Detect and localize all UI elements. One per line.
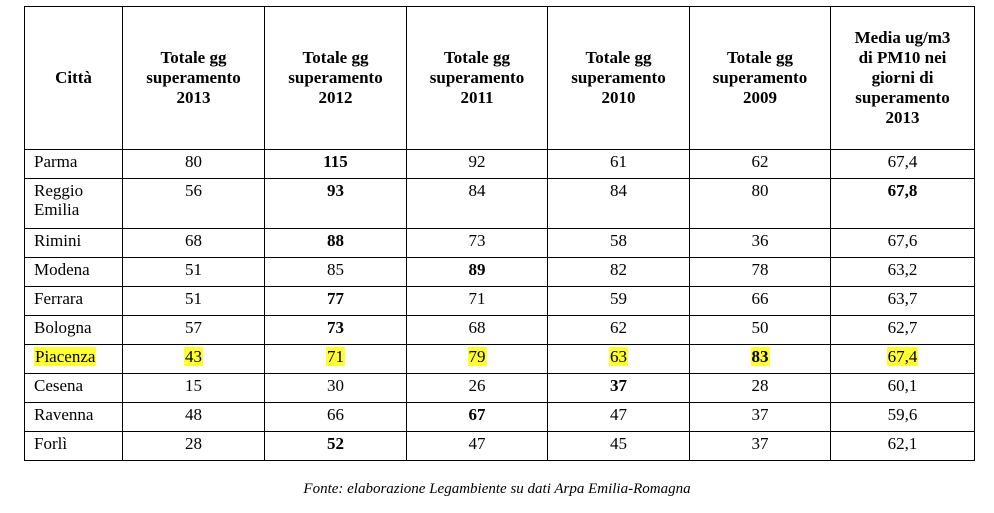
cell-media: 62,1 <box>830 431 975 461</box>
cell-2012: 88 <box>264 228 407 258</box>
table-row: Rimini 68 88 73 58 36 67,6 <box>24 228 975 258</box>
cell-2013: 80 <box>122 149 265 179</box>
source-caption: Fonte: elaborazione Legambiente su dati … <box>303 481 691 497</box>
cell-media: 67,8 <box>830 178 975 229</box>
header-media: Media ug/m3 di PM10 nei giorni di superamen… <box>830 6 975 150</box>
cell-2012: 85 <box>264 257 407 287</box>
cell-2009: 37 <box>689 431 831 461</box>
pm10-exceedance-table: Città Totale gg superamento 2013 Totale gg… <box>24 6 975 461</box>
cell-2012: 52 <box>264 431 407 461</box>
cell-2012: 71 <box>264 344 407 374</box>
header-2009: Totale gg superamento 2009 <box>689 6 831 150</box>
cell-2010: 82 <box>547 257 690 287</box>
table-row: Cesena 15 30 26 37 28 60,1 <box>24 373 975 403</box>
cell-city: Ravenna <box>24 402 123 432</box>
cell-2010: 59 <box>547 286 690 316</box>
cell-media: 63,7 <box>830 286 975 316</box>
highlighted-text: 43 <box>184 347 203 366</box>
cell-media: 59,6 <box>830 402 975 432</box>
header-2012: Totale gg superamento 2012 <box>264 6 407 150</box>
header-2010: Totale gg superamento 2010 <box>547 6 690 150</box>
table-row: Ferrara 51 77 71 59 66 63,7 <box>24 286 975 316</box>
cell-2011: 92 <box>406 149 548 179</box>
cell-city: Parma <box>24 149 123 179</box>
highlighted-text: 83 <box>750 347 770 366</box>
cell-2010: 61 <box>547 149 690 179</box>
cell-2012: 30 <box>264 373 407 403</box>
header-row: Città Totale gg superamento 2013 Totale gg… <box>24 6 975 150</box>
cell-2009: 37 <box>689 402 831 432</box>
table-row: Forlì 28 52 47 45 37 62,1 <box>24 431 975 461</box>
cell-2010: 58 <box>547 228 690 258</box>
cell-2009: 28 <box>689 373 831 403</box>
cell-2013: 51 <box>122 257 265 287</box>
cell-2013: 57 <box>122 315 265 345</box>
cell-2009: 50 <box>689 315 831 345</box>
cell-2013: 56 <box>122 178 265 229</box>
cell-city: Cesena <box>24 373 123 403</box>
highlighted-text: 63 <box>609 347 628 366</box>
cell-2010: 37 <box>547 373 690 403</box>
highlighted-text: Piacenza <box>34 347 97 366</box>
cell-2012: 66 <box>264 402 407 432</box>
cell-2012: 73 <box>264 315 407 345</box>
cell-city: Reggio Emilia <box>24 178 123 229</box>
cell-2012: 115 <box>264 149 407 179</box>
pm10-table-container: Città Totale gg superamento 2013 Totale gg… <box>24 6 975 461</box>
cell-2009: 66 <box>689 286 831 316</box>
table-row: Bologna 57 73 68 62 50 62,7 <box>24 315 975 345</box>
cell-2013: 28 <box>122 431 265 461</box>
cell-2010: 63 <box>547 344 690 374</box>
cell-2013: 15 <box>122 373 265 403</box>
cell-city: Ferrara <box>24 286 123 316</box>
cell-city: Forlì <box>24 431 123 461</box>
cell-2009: 36 <box>689 228 831 258</box>
header-city: Città <box>24 6 123 150</box>
cell-2009: 62 <box>689 149 831 179</box>
cell-media: 60,1 <box>830 373 975 403</box>
table-row: Ravenna 48 66 67 47 37 59,6 <box>24 402 975 432</box>
cell-2011: 68 <box>406 315 548 345</box>
cell-2009: 83 <box>689 344 831 374</box>
highlighted-text: 67,4 <box>886 347 919 366</box>
cell-2009: 80 <box>689 178 831 229</box>
cell-media: 63,2 <box>830 257 975 287</box>
cell-2010: 45 <box>547 431 690 461</box>
cell-2010: 47 <box>547 402 690 432</box>
table-row: Parma 80 115 92 61 62 67,4 <box>24 149 975 179</box>
cell-2013: 68 <box>122 228 265 258</box>
table-row: Modena 51 85 89 82 78 63,2 <box>24 257 975 287</box>
header-2013: Totale gg superamento 2013 <box>122 6 265 150</box>
table-row-highlighted: Piacenza 43 71 79 63 83 67,4 <box>24 344 975 374</box>
cell-2013: 43 <box>122 344 265 374</box>
cell-2009: 78 <box>689 257 831 287</box>
cell-2012: 93 <box>264 178 407 229</box>
cell-2010: 62 <box>547 315 690 345</box>
header-2011: Totale gg superamento 2011 <box>406 6 548 150</box>
cell-2011: 84 <box>406 178 548 229</box>
cell-media: 67,4 <box>830 149 975 179</box>
cell-2012: 77 <box>264 286 407 316</box>
cell-city: Modena <box>24 257 123 287</box>
cell-2010: 84 <box>547 178 690 229</box>
cell-2013: 48 <box>122 402 265 432</box>
table-row: Reggio Emilia 56 93 84 84 80 67,8 <box>24 178 975 229</box>
cell-city: Rimini <box>24 228 123 258</box>
cell-city: Bologna <box>24 315 123 345</box>
highlighted-text: 79 <box>467 347 487 366</box>
cell-2011: 73 <box>406 228 548 258</box>
cell-2011: 71 <box>406 286 548 316</box>
cell-2011: 47 <box>406 431 548 461</box>
cell-media: 62,7 <box>830 315 975 345</box>
cell-2011: 79 <box>406 344 548 374</box>
cell-media: 67,6 <box>830 228 975 258</box>
cell-media: 67,4 <box>830 344 975 374</box>
highlighted-text: 71 <box>326 347 345 366</box>
cell-city: Piacenza <box>24 344 123 374</box>
cell-2013: 51 <box>122 286 265 316</box>
cell-2011: 89 <box>406 257 548 287</box>
cell-2011: 26 <box>406 373 548 403</box>
cell-2011: 67 <box>406 402 548 432</box>
